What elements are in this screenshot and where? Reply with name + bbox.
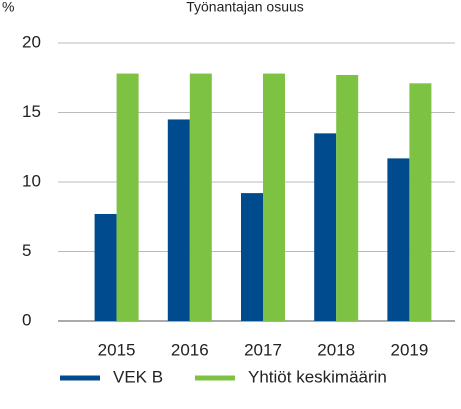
x-tick-label: 2016 — [171, 340, 209, 359]
x-tick-label: 2015 — [98, 340, 136, 359]
y-tick-label: 20 — [22, 32, 41, 51]
bar — [336, 74, 359, 321]
x-tick-label: 2019 — [390, 340, 428, 359]
bar — [263, 73, 285, 321]
x-tick-label: 2017 — [244, 340, 282, 359]
bar — [167, 119, 190, 321]
bar — [314, 133, 337, 321]
y-tick-label: 15 — [22, 102, 41, 121]
legend-label: VEK B — [113, 367, 163, 386]
y-axis-label: % — [2, 0, 14, 15]
bar — [94, 213, 117, 321]
y-tick-label: 10 — [22, 171, 41, 190]
bar — [116, 73, 139, 321]
legend-label: Yhtiöt keskimäärin — [248, 367, 387, 386]
y-tick-label: 0 — [22, 310, 31, 329]
bar — [409, 83, 432, 321]
bar — [241, 193, 263, 321]
y-tick-label: 5 — [22, 241, 31, 260]
x-tick-label: 2018 — [317, 340, 355, 359]
bar — [189, 73, 212, 321]
bar — [387, 158, 410, 321]
chart-title: Työnantajan osuus — [186, 0, 304, 15]
